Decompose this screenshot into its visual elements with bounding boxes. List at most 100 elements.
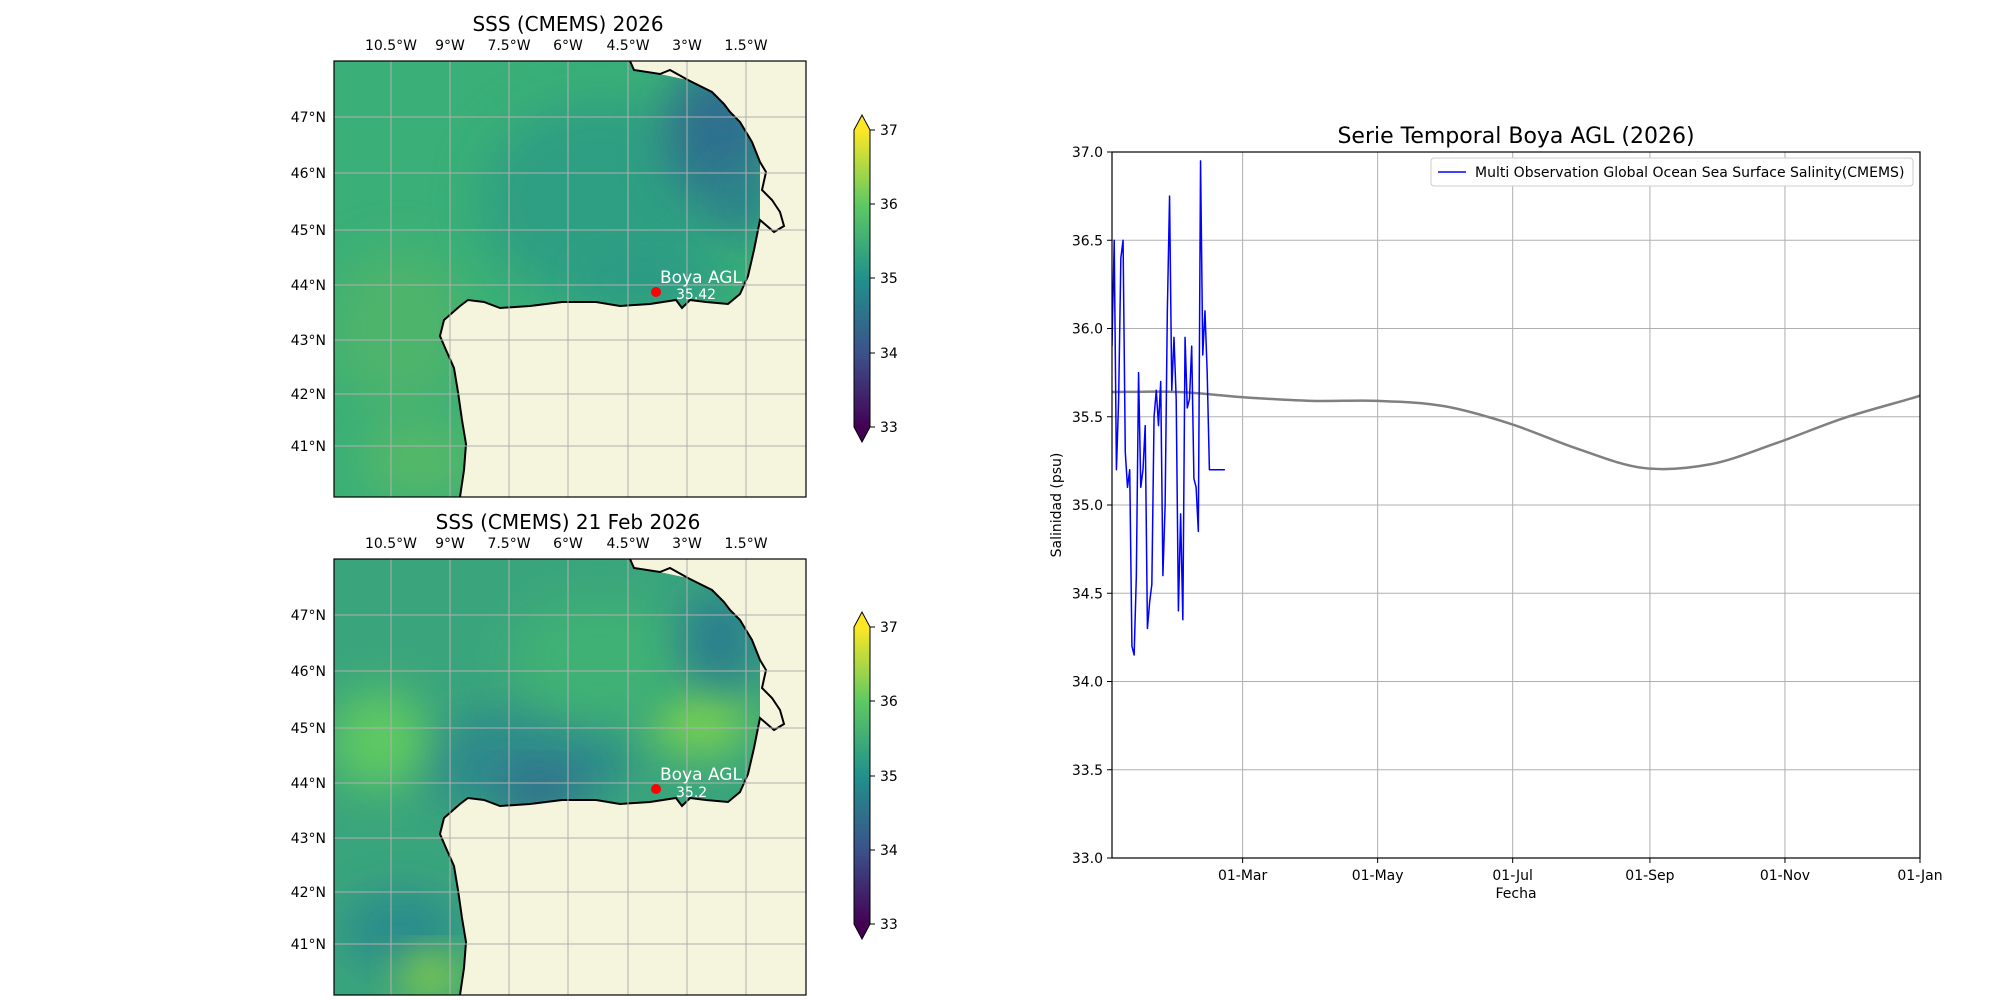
buoy-marker xyxy=(651,784,661,794)
x-tick-label: 01-Jan xyxy=(1897,868,1942,884)
chart-legend: Multi Observation Global Ocean Sea Surfa… xyxy=(1430,157,1914,187)
lat-labels-annual: 47°N 46°N 45°N 44°N 43°N 42°N 41°N xyxy=(291,110,326,455)
colorbar-ticks: 37 36 35 34 33 xyxy=(870,620,898,933)
lat-label: 42°N xyxy=(291,387,326,403)
sea-tone xyxy=(334,250,470,410)
buoy-label: Boya AGL xyxy=(660,765,742,785)
lon-label: 9°W xyxy=(435,536,465,552)
graticule xyxy=(334,61,806,497)
buoy-value: 35.42 xyxy=(676,287,716,303)
lon-label: 6°W xyxy=(553,536,583,552)
colorbar-tick-label: 37 xyxy=(880,620,898,636)
colorbar-tick-label: 34 xyxy=(880,346,898,362)
y-tick-label: 35.0 xyxy=(1072,498,1103,514)
lat-label: 43°N xyxy=(291,831,326,847)
colorbar-tick-label: 33 xyxy=(880,420,898,436)
lon-label: 1.5°W xyxy=(724,38,767,54)
colorbar-tick-label: 36 xyxy=(880,197,898,213)
colorbar-ticks: 37 36 35 34 33 xyxy=(870,123,898,436)
colorbar-tick-label: 34 xyxy=(880,843,898,859)
sea-tone xyxy=(650,685,750,755)
lat-label: 41°N xyxy=(291,439,326,455)
legend-label: Multi Observation Global Ocean Sea Surfa… xyxy=(1475,165,1904,181)
x-tick-label: 01-Jul xyxy=(1492,868,1533,884)
sea-tone xyxy=(480,100,720,300)
map-frame xyxy=(333,60,807,498)
land-polygon xyxy=(440,61,806,497)
y-tick-label: 36.5 xyxy=(1072,233,1103,249)
map-panel-daily: SSS (CMEMS) 21 Feb 2026 10.5°W 9°W 7.5°W… xyxy=(291,510,898,996)
y-tick-label: 35.5 xyxy=(1072,410,1103,426)
x-tick-label: 01-Sep xyxy=(1625,868,1674,884)
lon-label: 7.5°W xyxy=(487,38,530,54)
lat-label: 41°N xyxy=(291,937,326,953)
colorbar-min-extend xyxy=(854,924,870,939)
x-axis-ticks: 01-Mar 01-May 01-Jul 01-Sep 01-Nov 01-Jan xyxy=(1218,858,1943,884)
coastline xyxy=(438,61,786,497)
lat-label: 46°N xyxy=(291,166,326,182)
lon-label: 6°W xyxy=(553,38,583,54)
lat-label: 43°N xyxy=(291,333,326,349)
lon-labels-annual: 10.5°W 9°W 7.5°W 6°W 4.5°W 3°W 1.5°W xyxy=(365,38,768,54)
lat-label: 42°N xyxy=(291,885,326,901)
series-line-cmems xyxy=(1112,160,1225,656)
lat-label: 44°N xyxy=(291,776,326,792)
chart-plot-area xyxy=(1112,160,1920,656)
series-line-climatology xyxy=(1112,390,1920,471)
buoy-marker xyxy=(651,287,661,297)
chart-series-layer xyxy=(1112,160,1920,656)
colorbar-tick-label: 36 xyxy=(880,694,898,710)
lon-label: 7.5°W xyxy=(487,536,530,552)
x-tick-label: 01-Mar xyxy=(1218,868,1268,884)
land-mask xyxy=(440,61,806,497)
y-tick-label: 33.0 xyxy=(1072,851,1103,867)
colorbar-body xyxy=(854,627,870,924)
coastline xyxy=(438,559,786,995)
lon-label: 4.5°W xyxy=(606,38,649,54)
lon-label: 10.5°W xyxy=(365,536,417,552)
map-area-annual xyxy=(334,61,806,497)
x-axis-label: Fecha xyxy=(1495,886,1536,902)
lat-label: 46°N xyxy=(291,664,326,680)
lat-labels-daily: 47°N 46°N 45°N 44°N 43°N 42°N 41°N xyxy=(291,608,326,953)
colorbar-tick-label: 33 xyxy=(880,917,898,933)
lon-label: 4.5°W xyxy=(606,536,649,552)
land-mask xyxy=(440,559,806,995)
map-frame xyxy=(333,558,807,996)
lat-label: 44°N xyxy=(291,278,326,294)
x-tick-label: 01-Nov xyxy=(1760,868,1810,884)
chart-title: Serie Temporal Boya AGL (2026) xyxy=(1337,124,1694,149)
colorbar-max-extend xyxy=(854,612,870,627)
lat-label: 47°N xyxy=(291,110,326,126)
lon-labels-daily: 10.5°W 9°W 7.5°W 6°W 4.5°W 3°W 1.5°W xyxy=(365,536,768,552)
lon-label: 9°W xyxy=(435,38,465,54)
y-tick-label: 33.5 xyxy=(1072,763,1103,779)
map-area-daily xyxy=(334,559,806,995)
y-tick-label: 34.5 xyxy=(1072,586,1103,602)
sea-tone xyxy=(340,890,460,970)
lon-label: 1.5°W xyxy=(724,536,767,552)
lat-label: 45°N xyxy=(291,721,326,737)
timeseries-chart: Serie Temporal Boya AGL (2026) 37.0 36.5 3… xyxy=(1049,124,1943,902)
colorbar-daily: 37 36 35 34 33 xyxy=(853,610,898,941)
buoy-value: 35.2 xyxy=(676,785,707,801)
lat-label: 45°N xyxy=(291,223,326,239)
sea-tone xyxy=(710,160,770,240)
legend-box xyxy=(1430,157,1914,187)
y-tick-label: 37.0 xyxy=(1072,145,1103,161)
lat-label: 47°N xyxy=(291,608,326,624)
chart-grid xyxy=(1112,151,1921,859)
sea-tone xyxy=(570,255,730,305)
colorbar-max-extend xyxy=(854,115,870,130)
land-polygon xyxy=(440,559,806,995)
y-axis-label: Salinidad (psu) xyxy=(1049,453,1065,558)
lon-label: 3°W xyxy=(672,38,702,54)
y-axis-ticks: 37.0 36.5 36.0 35.5 35.0 34.5 34.0 33.5 33.0 xyxy=(1072,145,1112,867)
colorbar-body xyxy=(854,130,870,427)
colorbar-tick-label: 35 xyxy=(880,271,898,287)
map-title-annual: SSS (CMEMS) 2026 xyxy=(472,12,663,36)
buoy-label: Boya AGL xyxy=(660,268,742,288)
x-tick-label: 01-May xyxy=(1352,868,1404,884)
colorbar-tick-label: 37 xyxy=(880,123,898,139)
